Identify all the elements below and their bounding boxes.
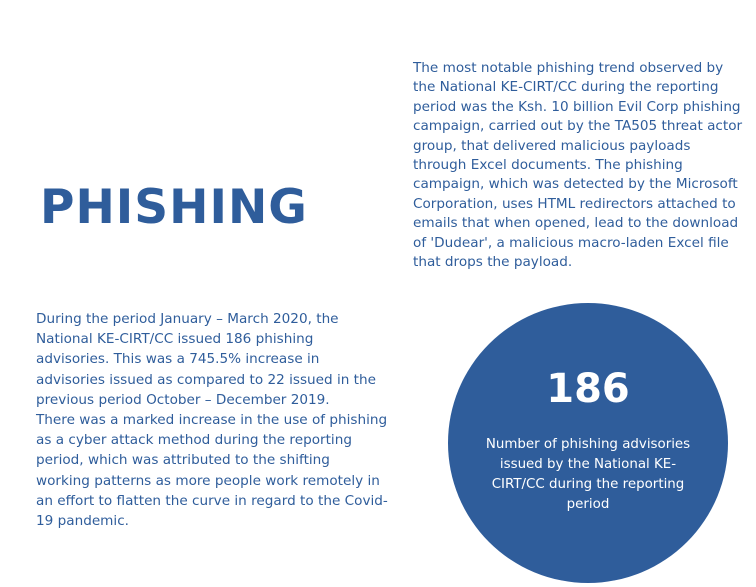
body-paragraph-advisories: During the period January – March 2020, … [36,311,376,408]
stat-caption: Number of phishing advisories issued by … [485,437,691,512]
section-title: PHISHING [40,180,308,235]
intro-paragraph: The most notable phishing trend observed… [413,60,743,271]
stat-value: 186 [546,366,630,412]
stat-circle: 186 Number of phishing advisories issued… [448,303,728,583]
body-paragraph-trend: There was a marked increase in the use o… [36,412,388,530]
body-text: During the period January – March 2020, … [36,309,388,531]
